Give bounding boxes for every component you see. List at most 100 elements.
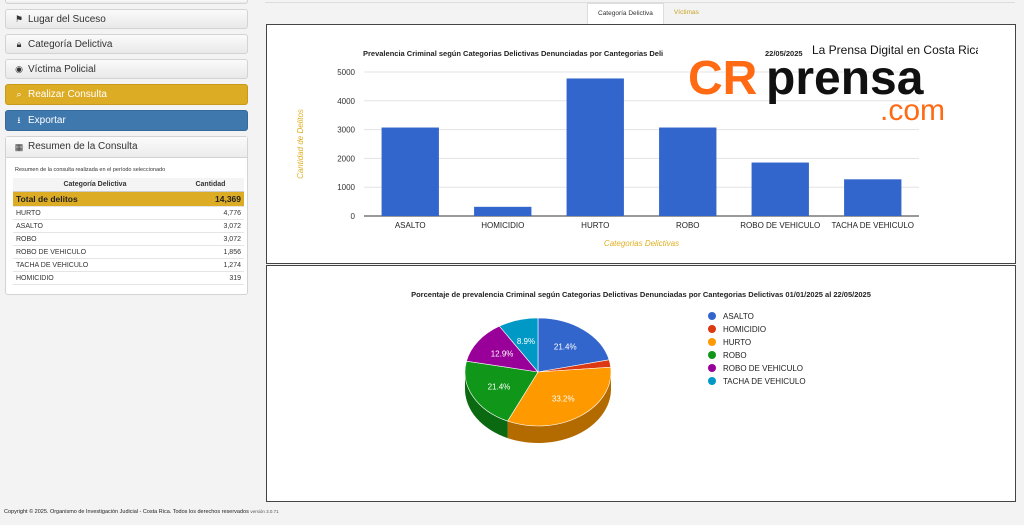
crprensa-watermark: La Prensa Digital en Costa Rica CR prens… bbox=[688, 42, 982, 127]
pie-side-robo bbox=[465, 372, 508, 439]
y-tick-label: 4000 bbox=[337, 97, 355, 106]
pie-percent-label: 33.2% bbox=[552, 394, 575, 403]
legend-label: HURTO bbox=[723, 338, 751, 347]
watermark-cr: CR bbox=[688, 52, 757, 105]
row-label: ROBO DE VEHICULO bbox=[13, 245, 177, 259]
version-text: versión 3.0.71 bbox=[250, 509, 279, 514]
legend-label: TACHA DE VEHICULO bbox=[723, 377, 806, 386]
x-tick-label: ASALTO bbox=[395, 221, 426, 230]
y-tick-label: 1000 bbox=[337, 183, 355, 192]
realizar-consulta-label: Realizar Consulta bbox=[28, 89, 107, 100]
victima-policial-label: Víctima Policial bbox=[28, 63, 96, 75]
x-tick-label: TACHA DE VEHICULO bbox=[831, 221, 914, 230]
row-label: TACHA DE VEHICULO bbox=[13, 258, 177, 272]
pie-slice-asalto bbox=[537, 317, 610, 373]
sidebar: ⚑ Lugar del Suceso 🔒︎ Categoría Delictiv… bbox=[5, 0, 248, 295]
row-value: 319 bbox=[176, 271, 244, 285]
victima-policial-button[interactable]: ◉ Víctima Policial bbox=[5, 59, 248, 79]
y-tick-label: 3000 bbox=[337, 126, 355, 135]
x-tick-label: ROBO DE VEHICULO bbox=[740, 221, 820, 230]
legend-marker bbox=[708, 312, 716, 320]
table-row: TACHA DE VEHICULO 1,274 bbox=[13, 258, 244, 272]
y-tick-label: 2000 bbox=[337, 154, 355, 163]
footer: Copyright © 2025. Organismo de Investiga… bbox=[4, 509, 279, 515]
col-categoria-header: Categoría Delictiva bbox=[13, 178, 177, 192]
categoria-delictiva-label: Categoría Delictiva bbox=[28, 38, 113, 50]
copyright-text: Copyright © 2025. Organismo de Investiga… bbox=[4, 509, 249, 515]
bar-hurto bbox=[566, 78, 624, 216]
x-axis-label: Categorias Delictivas bbox=[604, 239, 679, 248]
bar-robo-de-vehiculo bbox=[751, 162, 809, 216]
bar-chart-panel: Prevalencia Criminal según Categorias De… bbox=[266, 24, 1016, 264]
table-icon: ▦ bbox=[14, 142, 24, 152]
row-value: 1,856 bbox=[176, 245, 244, 259]
lugar-suceso-label: Lugar del Suceso bbox=[28, 13, 106, 25]
watermark-tagline: La Prensa Digital en Costa Rica bbox=[812, 43, 978, 57]
legend-marker bbox=[708, 325, 716, 333]
watermark-com: .com bbox=[880, 94, 945, 122]
bar-asalto bbox=[381, 127, 439, 216]
row-label: ROBO bbox=[13, 232, 177, 246]
download-icon: ⭳ bbox=[17, 115, 21, 125]
tabs-divider bbox=[265, 2, 1015, 3]
pie-slice-robo bbox=[464, 360, 539, 422]
exportar-label: Exportar bbox=[28, 115, 66, 126]
resumen-table: Categoría Delictiva Cantidad Total de de… bbox=[13, 178, 244, 285]
categoria-delictiva-button[interactable]: 🔒︎ Categoría Delictiva bbox=[5, 34, 248, 54]
search-icon: ⌕ bbox=[16, 89, 22, 99]
bar-chart-title-tail: 22/05/2025 bbox=[765, 49, 803, 58]
resumen-panel: ▦ Resumen de la Consulta Resumen de la c… bbox=[5, 136, 248, 295]
pie-percent-label: 8.9% bbox=[517, 337, 535, 346]
x-tick-label: HOMICIDIO bbox=[481, 221, 524, 230]
resumen-header[interactable]: ▦ Resumen de la Consulta bbox=[6, 137, 247, 158]
y-tick-label: 0 bbox=[351, 212, 356, 221]
pie-slice-tacha-de-vehiculo bbox=[498, 317, 539, 373]
row-value: 3,072 bbox=[176, 219, 244, 233]
lock-icon: 🔒︎ bbox=[16, 38, 22, 49]
tab-categoria-delictiva[interactable]: Categoría Delictiva bbox=[587, 3, 664, 24]
pie-chart: Porcentaje de prevalencia Criminal según… bbox=[411, 290, 871, 443]
legend-label: ASALTO bbox=[723, 312, 754, 321]
pie-side-hurto bbox=[507, 372, 611, 443]
row-label: HURTO bbox=[13, 206, 177, 220]
table-row: ROBO DE VEHICULO 1,856 bbox=[13, 245, 244, 259]
y-axis-label: Cantidad de Delitos bbox=[296, 109, 305, 179]
total-row: Total de delitos 14,369 bbox=[13, 191, 244, 207]
pie-slice-robo-de-vehiculo bbox=[466, 325, 539, 373]
table-row: HURTO 4,776 bbox=[13, 206, 244, 220]
col-cantidad-header: Cantidad bbox=[176, 178, 244, 192]
exportar-button[interactable]: ⭳ Exportar bbox=[5, 110, 248, 131]
table-row: ASALTO 3,072 bbox=[13, 219, 244, 233]
x-tick-label: HURTO bbox=[581, 221, 609, 230]
sidebar-top-button[interactable] bbox=[5, 0, 248, 4]
signpost-icon: ⚑ bbox=[14, 13, 24, 24]
legend-label: HOMICIDIO bbox=[723, 325, 766, 334]
row-value: 3,072 bbox=[176, 232, 244, 246]
row-label: ASALTO bbox=[13, 219, 177, 233]
pie-percent-label: 21.4% bbox=[554, 343, 577, 352]
pie-chart-panel: Porcentaje de prevalencia Criminal según… bbox=[266, 265, 1016, 502]
legend-label: ROBO bbox=[723, 351, 747, 360]
bar-robo bbox=[659, 127, 717, 216]
lugar-suceso-button[interactable]: ⚑ Lugar del Suceso bbox=[5, 9, 248, 29]
row-value: 4,776 bbox=[176, 206, 244, 220]
realizar-consulta-button[interactable]: ⌕ Realizar Consulta bbox=[5, 84, 248, 105]
row-value: 1,274 bbox=[176, 258, 244, 272]
bar-homicidio bbox=[474, 206, 532, 216]
total-label: Total de delitos bbox=[13, 191, 177, 207]
pie-chart-title: Porcentaje de prevalencia Criminal según… bbox=[411, 290, 871, 299]
legend-marker bbox=[708, 377, 716, 385]
resumen-title: Resumen de la Consulta bbox=[28, 141, 138, 152]
legend-marker bbox=[708, 351, 716, 359]
pie-slice-hurto bbox=[507, 366, 612, 427]
legend-marker bbox=[708, 338, 716, 346]
y-tick-label: 5000 bbox=[337, 68, 355, 77]
legend-marker bbox=[708, 364, 716, 372]
total-value: 14,369 bbox=[176, 191, 244, 207]
bar-chart-title: Prevalencia Criminal según Categorias De… bbox=[363, 49, 663, 58]
tab-victimas[interactable]: Víctimas bbox=[673, 9, 699, 16]
bar-chart: Prevalencia Criminal según Categorias De… bbox=[296, 49, 919, 248]
legend-label: ROBO DE VEHICULO bbox=[723, 364, 803, 373]
row-label: HOMICIDIO bbox=[13, 271, 177, 285]
watermark-prensa: prensa bbox=[766, 52, 924, 105]
